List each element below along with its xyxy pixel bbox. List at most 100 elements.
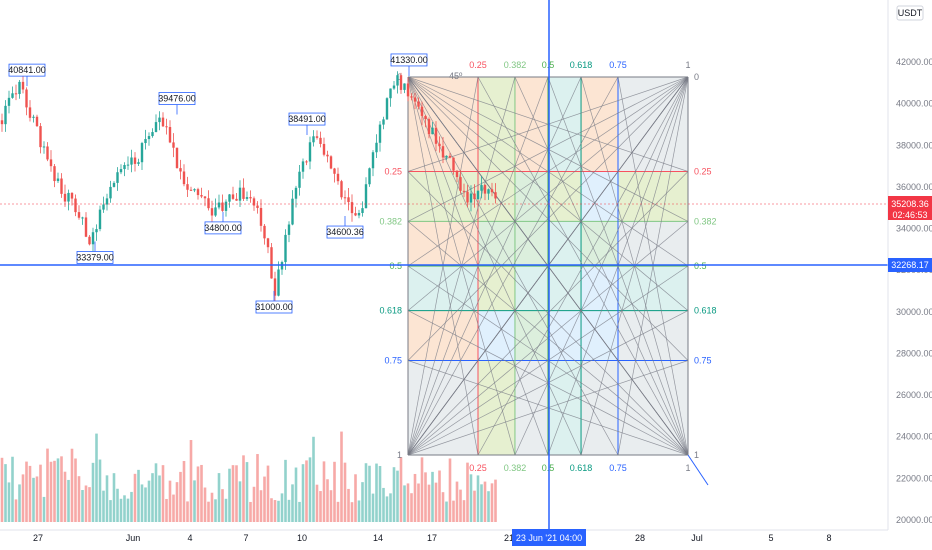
volume-bar: [343, 462, 347, 522]
volume-bar: [242, 455, 245, 522]
candle-body: [259, 207, 263, 226]
candle-body: [305, 161, 308, 163]
volume-bar: [228, 468, 231, 522]
candle-body: [42, 146, 46, 148]
candle-body: [126, 164, 130, 166]
volume-bar: [308, 457, 312, 522]
candle-body: [235, 198, 238, 201]
volume-bar: [287, 499, 291, 522]
volume-bar: [424, 472, 427, 522]
volume-bar: [102, 490, 105, 522]
volume-bar: [49, 461, 53, 522]
volume-bar: [77, 476, 81, 522]
candle-body: [480, 185, 483, 191]
volume-bar: [193, 480, 196, 522]
candle-body: [389, 88, 392, 99]
candle-body: [179, 168, 182, 172]
volume-bar: [284, 459, 287, 522]
price-tick-label: 28000.00: [896, 348, 932, 358]
candle-body: [14, 93, 18, 95]
candle-body: [280, 262, 284, 270]
currency-badge[interactable]: [896, 5, 924, 21]
candle-body: [252, 198, 256, 206]
gann-cell: [408, 221, 478, 266]
candle-body: [284, 234, 287, 263]
candle-body: [455, 170, 459, 178]
volume-bar: [7, 482, 11, 522]
gann-box[interactable]: 0 0 0.25 0.25 0.382 0.382 0.5 0.5 0.618 0.618 0.75…: [379, 60, 717, 486]
gann-price-level-label-right: 0.618: [694, 306, 717, 316]
candle-body: [487, 189, 490, 194]
candle-body: [105, 198, 109, 205]
volume-bar: [410, 493, 413, 522]
price-callout-box: [255, 300, 293, 314]
price-callout-box: [8, 63, 46, 77]
price-callout-label: 34800.00: [204, 223, 242, 233]
volume-bar: [480, 484, 483, 522]
currency-label: USDT: [898, 8, 923, 18]
volume-bar: [291, 484, 294, 522]
gann-cell: [618, 266, 688, 311]
volume-bar: [455, 481, 459, 522]
candle-body: [462, 190, 466, 192]
candle-body: [74, 198, 77, 213]
gann-time-level-label-top: 1: [685, 60, 690, 70]
volume-bar: [340, 431, 343, 522]
candle-body: [417, 101, 420, 107]
volume-bar: [378, 466, 382, 522]
candle-body: [81, 217, 84, 219]
candlestick-series: [0, 71, 497, 302]
gann-handle-line[interactable]: [687, 454, 709, 486]
volume-bar: [175, 482, 179, 522]
candle-body: [469, 193, 473, 203]
price-callout-box: [204, 221, 242, 235]
candle-body: [151, 132, 154, 137]
gann-cell: [478, 77, 515, 172]
volume-bar: [312, 436, 315, 522]
candle-body: [158, 117, 161, 123]
candle-body: [67, 192, 70, 202]
gann-time-level-label-bottom: 0.618: [570, 463, 593, 473]
volume-bar: [238, 481, 242, 522]
time-axis[interactable]: 27 Jun 4 7 10 14 17 21 28 Jul 5 8 23 Jun '21 04:00: [0, 529, 888, 546]
candle-body: [347, 197, 350, 203]
volume-bar: [427, 484, 431, 522]
candle-body: [490, 189, 494, 193]
gann-price-level-label-left: 0.75: [384, 356, 402, 366]
price-callout-label: 31000.00: [255, 302, 293, 312]
price-axis[interactable]: USDT 42000.00 40000.00 38000.00 36000.00 340…: [887, 0, 932, 530]
gann-cell: [618, 221, 688, 266]
candle-body: [35, 116, 39, 127]
volume-bar: [326, 479, 329, 522]
candle-body: [333, 168, 336, 174]
candle-body: [466, 191, 469, 203]
candle-body: [445, 155, 448, 158]
volume-bar: [396, 470, 399, 522]
candle-body: [329, 156, 333, 169]
volume-bar: [91, 462, 95, 522]
volume-bar: [235, 465, 238, 522]
volume-bar: [473, 490, 476, 522]
candle-body: [266, 238, 270, 248]
time-tick-label: 14: [373, 533, 383, 543]
candle-body: [364, 184, 368, 209]
candle-body: [287, 224, 291, 235]
candle-body: [361, 208, 364, 213]
volume-bar: [392, 467, 396, 522]
candle-body: [238, 187, 242, 201]
candle-body: [217, 202, 221, 208]
candle-body: [49, 159, 53, 167]
price-tick-label: 40000.00: [896, 99, 932, 109]
candle-body: [224, 201, 228, 211]
volume-bar: [210, 492, 214, 522]
volume-bar: [266, 465, 270, 522]
volume-bar: [70, 448, 74, 522]
time-tick-label: 27: [33, 533, 43, 543]
volume-bar: [231, 465, 235, 522]
volume-bar: [74, 458, 77, 522]
volume-bar: [490, 483, 494, 522]
volume-bar: [298, 501, 301, 522]
bar-countdown: 02:46:53: [892, 210, 927, 220]
